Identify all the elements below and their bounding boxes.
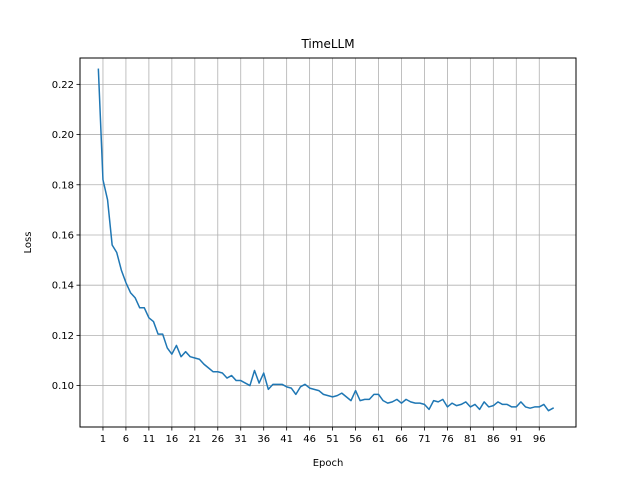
x-tick-label: 81 <box>464 434 477 445</box>
chart-title: TimeLLM <box>300 37 354 51</box>
x-tick-label: 96 <box>533 434 546 445</box>
x-axis: 1 6 11 16 21 26 31 36 41 46 51 56 61 66 71 76 81 86 91 96 <box>100 427 546 445</box>
plot-background <box>80 58 576 427</box>
grid-lines <box>80 58 576 427</box>
y-axis: 0.10 0.12 0.14 0.16 0.18 0.20 0.22 <box>52 80 80 392</box>
series-layer <box>97 68 555 412</box>
x-tick-label: 91 <box>510 434 523 445</box>
y-tick-label: 0.14 <box>52 281 74 292</box>
x-tick-label: 11 <box>143 434 156 445</box>
y-tick-label: 0.20 <box>52 130 74 141</box>
plot-area <box>79 57 577 428</box>
x-tick-label: 21 <box>188 434 201 445</box>
y-tick-label: 0.12 <box>52 331 74 342</box>
y-tick-label: 0.16 <box>52 230 74 241</box>
x-tick-label: 61 <box>372 434 385 445</box>
x-tick-label: 56 <box>349 434 362 445</box>
x-tick-label: 51 <box>326 434 339 445</box>
x-tick-label: 6 <box>123 434 129 445</box>
x-tick-label: 26 <box>211 434 224 445</box>
x-tick-label: 71 <box>418 434 431 445</box>
x-tick-label: 46 <box>303 434 316 445</box>
x-tick-label: 16 <box>165 434 178 445</box>
x-tick-label: 86 <box>487 434 500 445</box>
x-tick-label: 66 <box>395 434 408 445</box>
x-tick-label: 41 <box>280 434 293 445</box>
x-axis-title: Epoch <box>313 458 344 469</box>
y-tick-label: 0.10 <box>52 381 74 392</box>
x-tick-label: 1 <box>100 434 106 445</box>
x-tick-label: 36 <box>257 434 270 445</box>
plot-frame <box>79 57 577 428</box>
y-tick-label: 0.22 <box>52 80 74 91</box>
y-tick-label: 0.18 <box>52 180 74 191</box>
x-tick-label: 76 <box>441 434 454 445</box>
y-axis-title: Loss <box>23 232 34 254</box>
x-tick-label: 31 <box>234 434 247 445</box>
loss-series-line <box>97 68 555 412</box>
